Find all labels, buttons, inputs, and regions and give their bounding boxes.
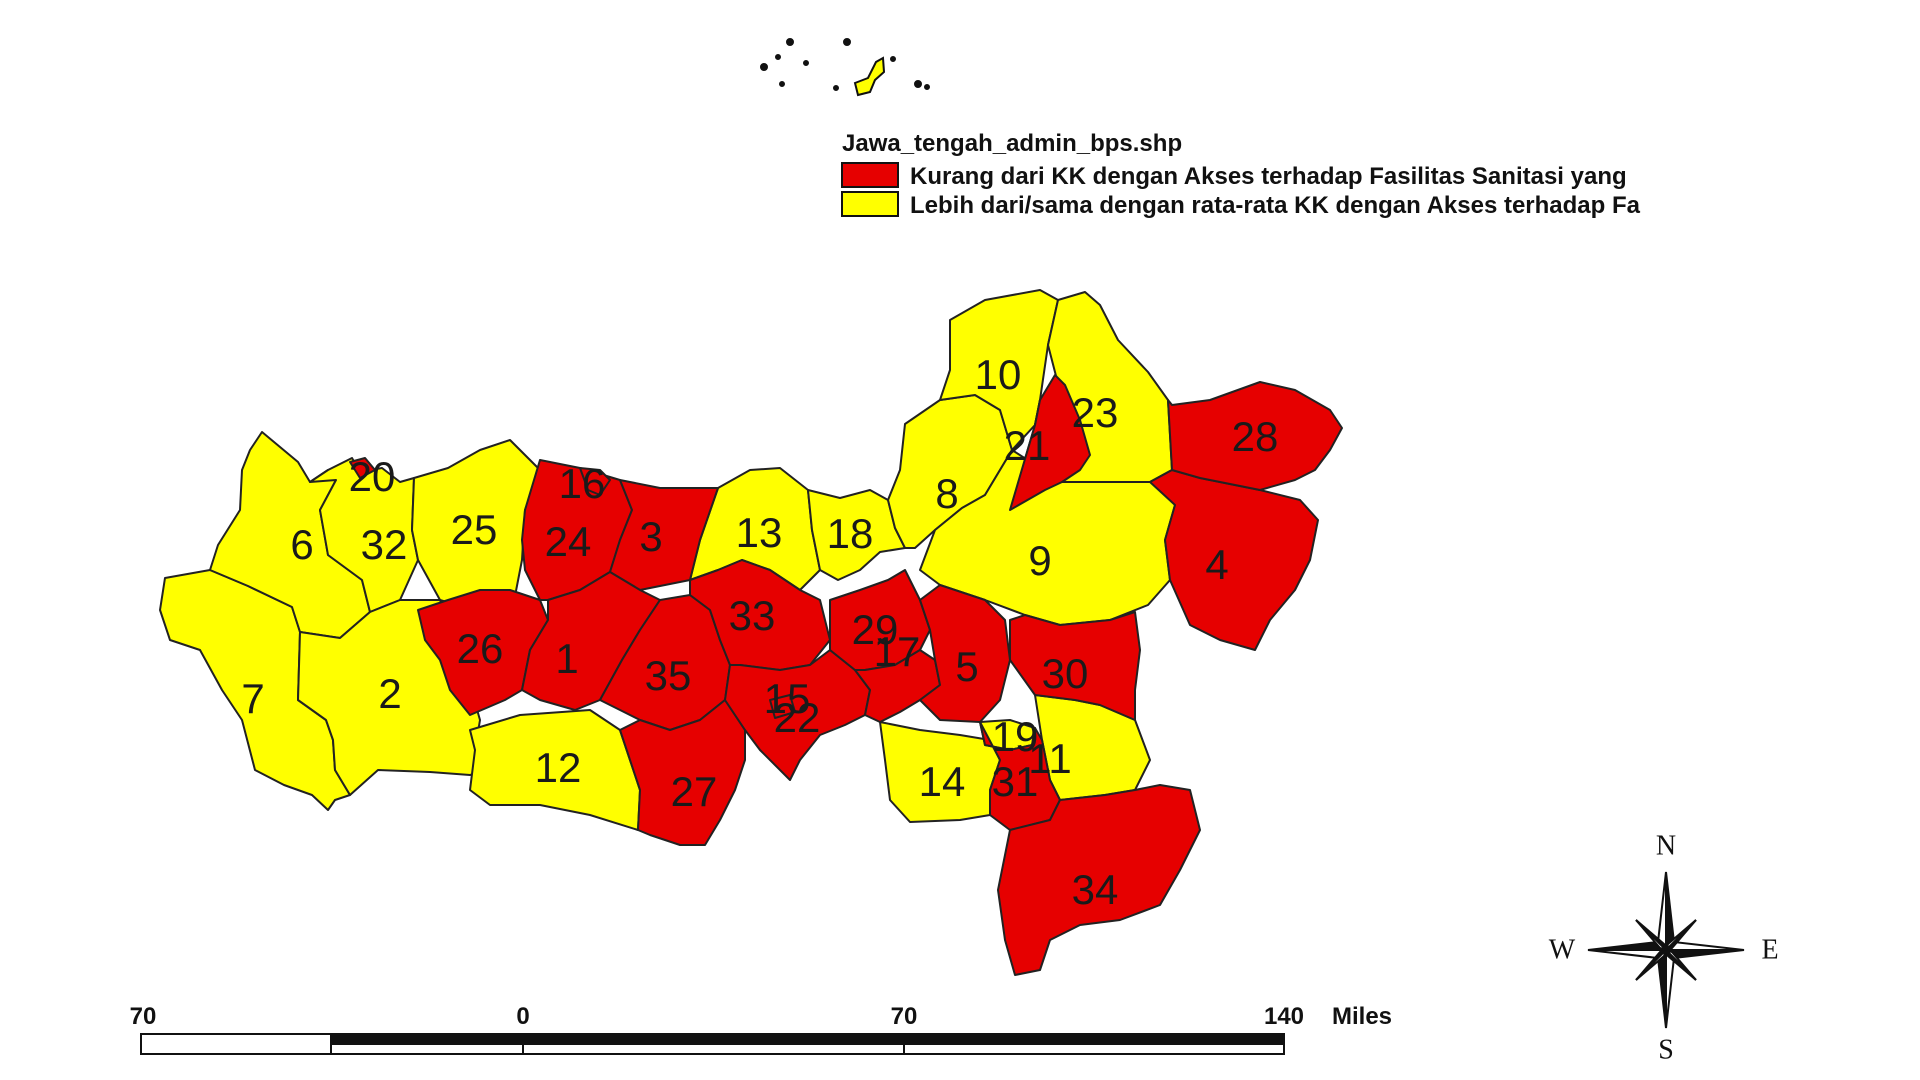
region-label-23: 23 — [1072, 389, 1119, 436]
island — [760, 63, 768, 71]
island — [833, 85, 839, 91]
compass-star-icon — [1587, 871, 1745, 1029]
region-label-17: 17 — [874, 628, 921, 675]
region-label-34: 34 — [1072, 866, 1119, 913]
legend-title: Jawa_tengah_admin_bps.shp — [842, 130, 1182, 157]
region-label-2: 2 — [378, 670, 401, 717]
region-label-30: 30 — [1042, 650, 1089, 697]
region-label-9: 9 — [1028, 537, 1051, 584]
region-label-4: 4 — [1205, 541, 1228, 588]
island — [843, 38, 851, 46]
region-label-8: 8 — [935, 470, 958, 517]
scale-label-70-left: 70 — [130, 1003, 157, 1030]
compass-n: N — [1656, 830, 1676, 861]
legend-swatch-red — [841, 162, 899, 188]
island — [786, 38, 794, 46]
region-27[interactable] — [619, 699, 746, 846]
compass-e: E — [1761, 934, 1778, 965]
legend: Jawa_tengah_admin_bps.shp Kurang dari KK… — [841, 130, 1641, 219]
scale-label-140: 140 — [1264, 1003, 1304, 1030]
region-label-29: 29 — [852, 606, 899, 653]
regions: 20 6 32 25 16 24 3 13 18 8 10 21 23 28 9… — [159, 289, 1343, 976]
region-label-33: 33 — [729, 592, 776, 639]
region-label-26: 26 — [457, 625, 504, 672]
island — [853, 56, 886, 97]
island — [779, 81, 785, 87]
scale-segment — [903, 1033, 1285, 1045]
region-15[interactable] — [769, 694, 796, 719]
region-label-11: 11 — [1028, 735, 1072, 782]
region-34[interactable] — [997, 784, 1201, 976]
region-label-3: 3 — [639, 513, 662, 560]
scale-unit: Miles — [1332, 1003, 1392, 1030]
region-label-25: 25 — [451, 506, 498, 553]
region-label-7: 7 — [241, 675, 264, 722]
region-label-10: 10 — [975, 351, 1022, 398]
compass-rose: N S E W — [1549, 830, 1779, 1065]
region-label-13: 13 — [736, 509, 783, 556]
region-label-18: 18 — [827, 510, 874, 557]
islands — [760, 38, 930, 97]
scale-segment — [140, 1033, 332, 1055]
island — [775, 54, 781, 60]
region-label-16: 16 — [559, 460, 606, 507]
region-label-6: 6 — [290, 521, 313, 568]
region-4[interactable] — [1149, 469, 1319, 651]
region-28[interactable] — [1167, 381, 1343, 491]
region-label-15: 15 — [764, 675, 811, 722]
region-label-1: 1 — [555, 635, 578, 682]
region-label-32: 32 — [361, 521, 408, 568]
region-label-12: 12 — [535, 744, 582, 791]
compass-w: W — [1549, 934, 1576, 965]
scale-segment — [903, 1043, 1285, 1055]
region-label-28: 28 — [1232, 413, 1279, 460]
region-label-19: 19 — [992, 713, 1039, 760]
region-20[interactable] — [349, 457, 376, 479]
region-label-24: 24 — [545, 518, 592, 565]
legend-label-yellow: Lebih dari/sama dengan rata-rata KK deng… — [910, 192, 1641, 219]
scale-bar: 70 0 70 140 Miles — [130, 1003, 1392, 1055]
region-labels: 20 6 32 25 16 24 3 13 18 8 10 21 23 28 9… — [241, 351, 1278, 913]
island — [924, 84, 930, 90]
scale-segment — [522, 1043, 905, 1055]
scale-label-70-right: 70 — [891, 1003, 918, 1030]
legend-swatch-yellow — [841, 191, 899, 217]
scale-segment — [330, 1043, 524, 1055]
region-label-20: 20 — [349, 453, 396, 500]
region-25[interactable] — [411, 439, 541, 613]
region-label-14: 14 — [919, 758, 966, 805]
region-label-21: 21 — [1004, 422, 1051, 469]
scale-segment — [330, 1033, 524, 1045]
scale-segment — [522, 1033, 905, 1045]
region-30[interactable] — [1009, 611, 1141, 721]
island — [914, 80, 922, 88]
island — [803, 60, 809, 66]
region-18[interactable] — [807, 489, 906, 581]
region-31[interactable] — [979, 721, 1061, 831]
region-label-35: 35 — [645, 652, 692, 699]
region-label-5: 5 — [955, 643, 978, 690]
region-label-31: 31 — [992, 758, 1039, 805]
region-label-27: 27 — [671, 768, 718, 815]
island — [890, 56, 896, 62]
legend-label-red: Kurang dari KK dengan Akses terhadap Fas… — [910, 163, 1627, 190]
region-16[interactable] — [579, 467, 611, 496]
scale-label-0: 0 — [516, 1003, 529, 1030]
region-21[interactable] — [1009, 374, 1091, 511]
compass-s: S — [1658, 1034, 1674, 1065]
region-label-22: 22 — [774, 694, 821, 741]
